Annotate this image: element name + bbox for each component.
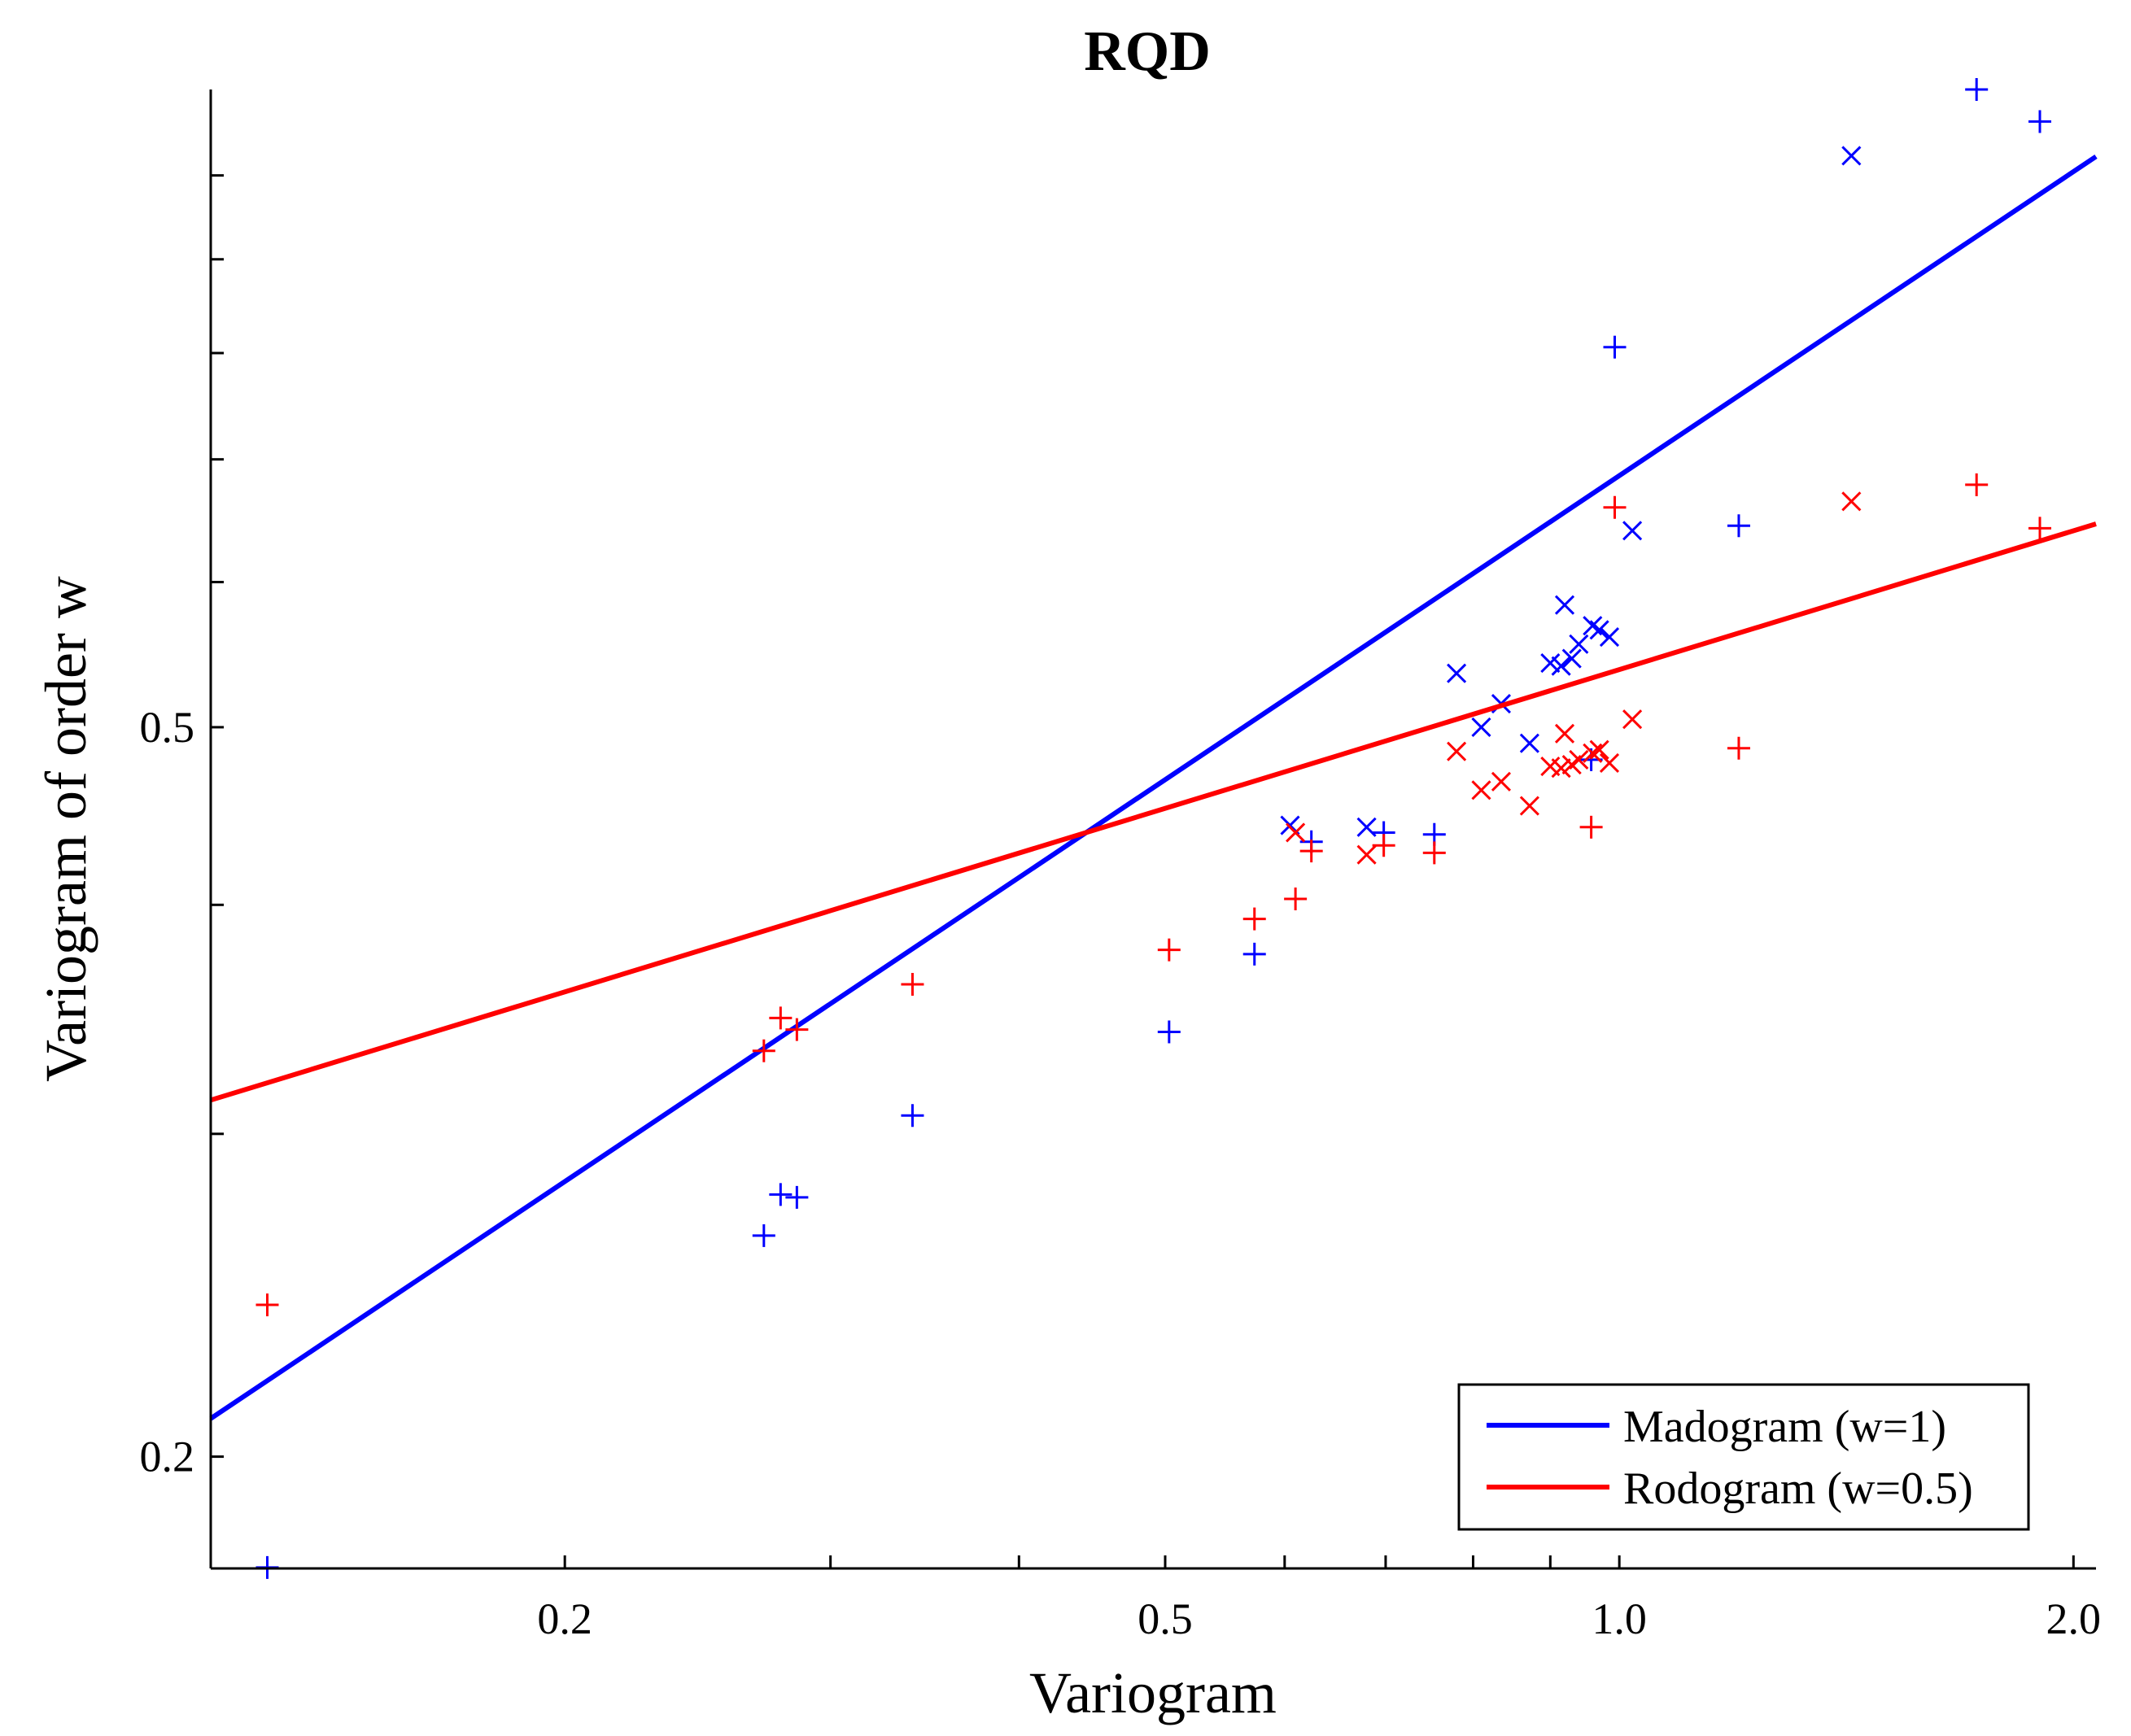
plot-area bbox=[209, 78, 2098, 1579]
legend: Madogram (w=1) Rodogram (w=0.5) bbox=[1457, 1383, 2030, 1531]
legend-box bbox=[1457, 1383, 2030, 1531]
plus-marker bbox=[1727, 514, 1750, 538]
plus-marker bbox=[1242, 942, 1266, 966]
y-axis-label: Variogram of order w bbox=[33, 576, 98, 1082]
plus-marker bbox=[1157, 1020, 1181, 1044]
x-marker bbox=[1471, 717, 1491, 737]
plus-marker bbox=[1965, 78, 1989, 101]
plus-marker bbox=[1727, 736, 1750, 760]
axes bbox=[209, 89, 2096, 1570]
plus-marker bbox=[1284, 887, 1308, 910]
y-tick-label: 0.5 bbox=[140, 703, 195, 752]
plus-marker bbox=[1603, 495, 1627, 519]
plus-marker bbox=[785, 1018, 809, 1041]
plus-marker bbox=[1372, 834, 1395, 857]
plus-marker bbox=[255, 1293, 279, 1317]
x-marker bbox=[1447, 663, 1467, 683]
x-marker bbox=[1491, 771, 1512, 792]
x-marker bbox=[1599, 752, 1620, 774]
legend-label-rodogram: Rodogram (w=0.5) bbox=[1623, 1463, 1973, 1514]
y-ticks: 0.2 0.5 bbox=[140, 174, 224, 1481]
plus-marker bbox=[752, 1039, 775, 1062]
x-tick-label: 0.5 bbox=[1138, 1594, 1193, 1643]
x-marker bbox=[1471, 780, 1491, 800]
x-tick-label: 1.0 bbox=[1592, 1594, 1647, 1643]
x-marker bbox=[1551, 656, 1571, 676]
x-marker bbox=[1554, 723, 1575, 744]
x-marker bbox=[1519, 796, 1539, 816]
plus-marker bbox=[769, 1183, 793, 1206]
x-ticks: 0.2 0.5 1.0 2.0 bbox=[537, 1555, 2101, 1643]
x-marker bbox=[1356, 844, 1377, 865]
x-marker bbox=[1589, 620, 1609, 640]
plus-marker bbox=[1965, 473, 1989, 496]
series-rodogram bbox=[210, 473, 2097, 1317]
plus-marker bbox=[1603, 335, 1627, 359]
x-marker bbox=[1841, 146, 1862, 166]
x-tick-label: 2.0 bbox=[2046, 1594, 2102, 1643]
legend-label-madogram: Madogram (w=1) bbox=[1623, 1402, 1946, 1452]
x-marker bbox=[1841, 491, 1862, 512]
x-marker bbox=[1622, 521, 1643, 541]
plus-marker bbox=[769, 1006, 793, 1030]
x-marker bbox=[1583, 743, 1603, 763]
plus-marker bbox=[901, 1104, 924, 1128]
x-marker bbox=[1569, 749, 1589, 770]
x-axis-label: Variogram bbox=[1029, 1660, 1277, 1725]
plus-marker bbox=[2028, 110, 2051, 133]
x-marker bbox=[1447, 741, 1467, 761]
x-marker bbox=[1286, 822, 1306, 843]
plus-marker bbox=[1579, 815, 1603, 839]
plus-marker bbox=[1242, 907, 1266, 931]
plus-marker bbox=[785, 1185, 809, 1209]
x-tick-label: 0.2 bbox=[537, 1594, 592, 1643]
chart-title: RQD bbox=[1084, 20, 1211, 83]
plus-marker bbox=[1299, 840, 1323, 863]
plus-marker bbox=[2028, 517, 2051, 540]
plus-marker bbox=[752, 1223, 775, 1247]
x-marker bbox=[1356, 817, 1377, 837]
y-tick-label: 0.2 bbox=[140, 1433, 195, 1481]
x-marker bbox=[1519, 733, 1539, 753]
plus-marker bbox=[901, 972, 924, 996]
fit-line bbox=[210, 521, 2097, 1103]
plus-marker bbox=[1422, 841, 1446, 865]
x-marker bbox=[1569, 634, 1589, 654]
fit-line bbox=[209, 154, 2098, 1421]
plus-marker bbox=[1157, 938, 1181, 962]
x-marker bbox=[1554, 595, 1575, 615]
x-marker bbox=[1622, 709, 1643, 730]
series-madogram bbox=[209, 78, 2098, 1579]
x-marker bbox=[1540, 652, 1561, 674]
x-marker bbox=[1561, 648, 1582, 669]
x-marker bbox=[1589, 739, 1609, 760]
x-marker bbox=[1599, 626, 1620, 648]
x-marker bbox=[1551, 758, 1571, 779]
